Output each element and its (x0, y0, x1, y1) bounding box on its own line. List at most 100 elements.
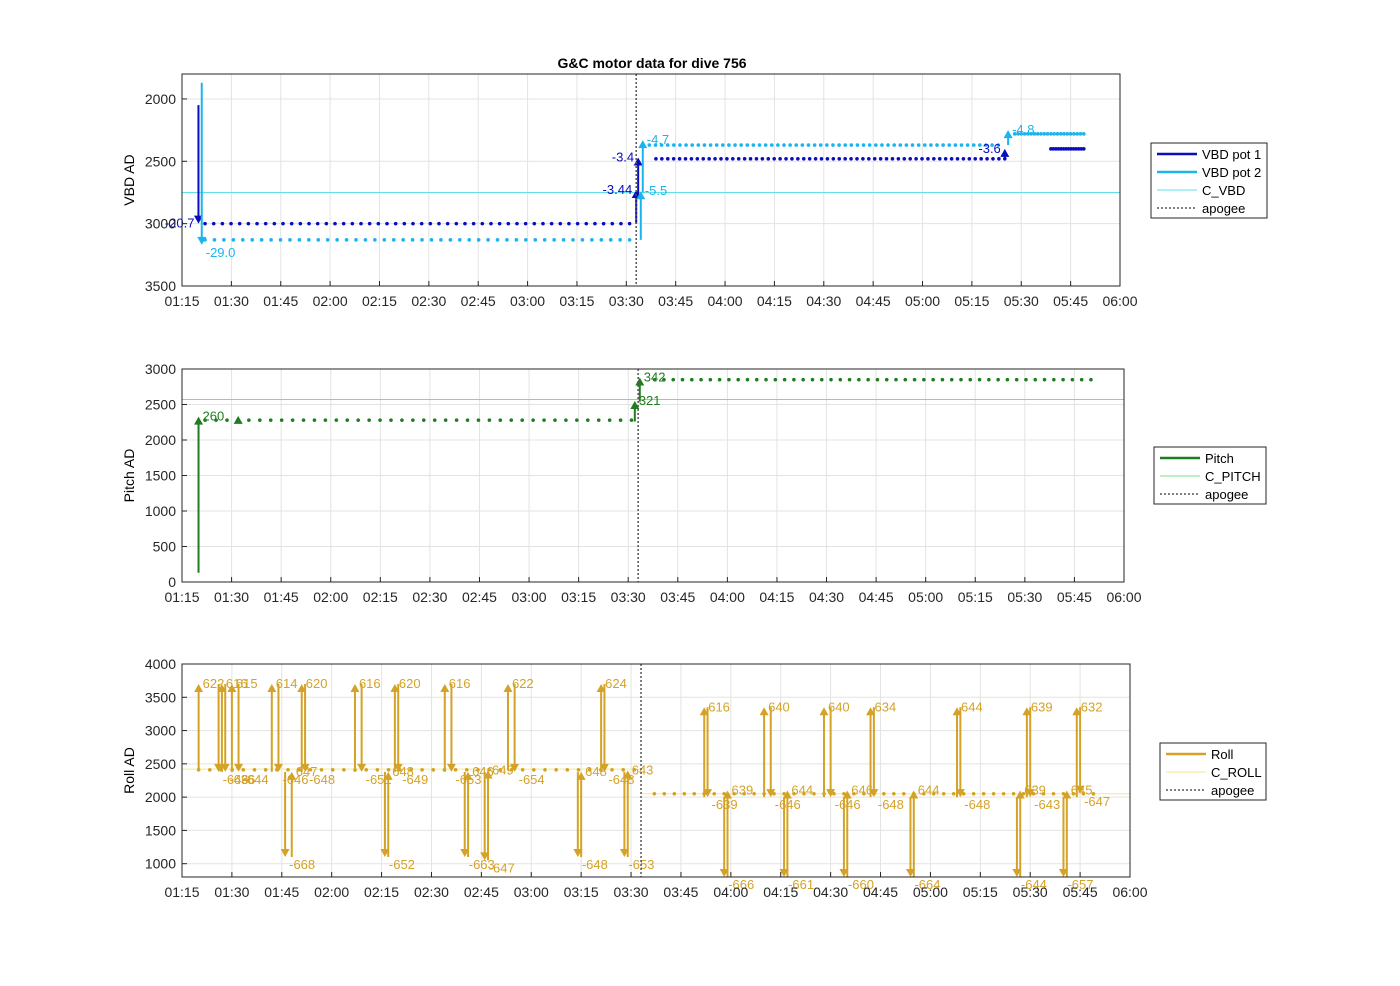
legend-entry: C_VBD (1202, 183, 1245, 198)
data-point (506, 221, 511, 226)
data-point (940, 377, 945, 382)
data-point (882, 791, 886, 796)
data-point (754, 377, 759, 382)
data-point (203, 221, 207, 226)
data-point (837, 157, 842, 161)
data-point (875, 377, 880, 382)
move-arrow-head (510, 763, 520, 772)
move-arrow-head (287, 771, 297, 780)
vbd-y-ticks: 2000 2500 3000 3500 (145, 91, 187, 294)
x-tick-label: 01:15 (164, 589, 199, 605)
x-tick-label: 03:00 (514, 884, 549, 900)
move-arrow-head (1015, 790, 1025, 799)
move-label: 646 (851, 782, 873, 797)
data-point (662, 791, 667, 796)
move-label: -648 (964, 797, 990, 812)
x-tick-label: 01:15 (164, 293, 199, 309)
data-point (359, 221, 363, 226)
data-point (910, 143, 915, 147)
move-arrow-head (1075, 785, 1085, 794)
x-tick-label: 02:45 (462, 589, 497, 605)
data-point (722, 791, 726, 796)
data-point (683, 157, 688, 161)
move-label: -647 (489, 860, 515, 875)
move-label: 644 (791, 782, 813, 797)
x-tick-label: 04:30 (813, 884, 848, 900)
data-point (914, 157, 918, 161)
data-point (330, 768, 335, 772)
data-point (258, 418, 262, 422)
data-point (801, 157, 806, 161)
data-point (471, 221, 476, 226)
move-label: -647 (1084, 794, 1110, 809)
move-arrow-head (380, 849, 390, 858)
data-point (476, 238, 481, 242)
move-label: -3.6 (978, 141, 1000, 156)
data-point (561, 238, 566, 242)
data-point (931, 377, 935, 382)
data-point (1079, 147, 1084, 151)
data-point (350, 221, 355, 226)
data-point (742, 157, 747, 161)
data-point (772, 157, 776, 161)
data-point (542, 418, 546, 422)
data-point (315, 221, 320, 226)
data-point (246, 221, 251, 226)
move-arrow-head (759, 707, 769, 716)
data-point (531, 418, 535, 422)
move-label: 644 (918, 782, 940, 797)
move-label: -3.44 (603, 182, 633, 197)
data-point (690, 143, 694, 147)
data-point (773, 377, 778, 382)
data-point (411, 418, 415, 422)
data-point (476, 768, 480, 772)
data-point (852, 791, 856, 796)
move-label: 632 (1081, 699, 1103, 714)
data-point (431, 768, 436, 772)
data-point (932, 157, 936, 161)
data-point (732, 791, 736, 796)
data-point (894, 377, 898, 382)
data-point (1022, 132, 1027, 136)
data-point (695, 157, 700, 161)
move-label: 620 (306, 676, 328, 691)
data-point (259, 238, 264, 242)
move-arrow-head (905, 869, 915, 877)
y-tick-label: 500 (153, 539, 177, 555)
move-label: -5.5 (645, 183, 667, 198)
move-label: -668 (289, 857, 315, 872)
data-point (1091, 791, 1096, 796)
y-tick-label: 3000 (145, 723, 176, 739)
x-tick-label: 03:15 (559, 293, 594, 309)
data-point (996, 377, 1000, 382)
data-point (855, 143, 860, 147)
data-point (363, 238, 368, 242)
data-point (1064, 147, 1068, 151)
data-point (619, 221, 623, 226)
data-point (319, 768, 324, 772)
data-point (1074, 147, 1079, 151)
data-point (862, 791, 866, 796)
data-point (692, 791, 697, 796)
data-point (961, 791, 966, 796)
data-point (689, 157, 694, 161)
move-label: -654 (519, 772, 545, 787)
data-point (543, 768, 547, 772)
data-point (849, 157, 853, 161)
data-point (1052, 132, 1056, 136)
data-point (961, 157, 966, 161)
move-label: 622 (512, 676, 534, 691)
data-point (1079, 377, 1084, 382)
data-point (997, 157, 1001, 161)
data-point (533, 238, 538, 242)
data-point (420, 768, 424, 772)
y-tick-label: 2500 (145, 756, 176, 772)
data-point (991, 791, 996, 796)
data-point (896, 157, 901, 161)
y-tick-label: 3000 (145, 361, 176, 377)
data-point (713, 157, 717, 161)
move-arrow-head (194, 683, 204, 692)
data-point (335, 238, 339, 242)
data-point (288, 238, 292, 242)
data-point (712, 791, 717, 796)
